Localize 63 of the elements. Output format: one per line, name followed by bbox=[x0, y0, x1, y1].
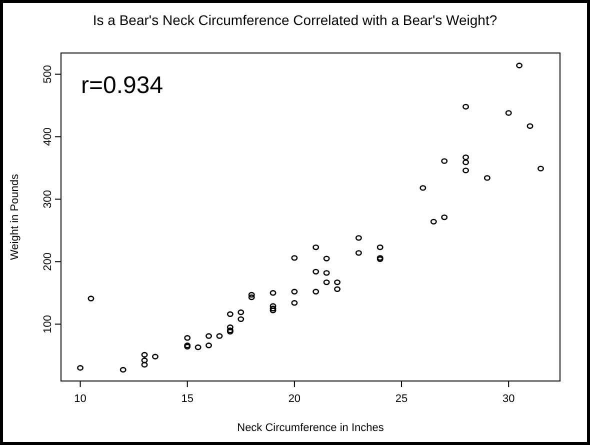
point bbox=[238, 309, 244, 316]
point bbox=[291, 300, 298, 306]
point bbox=[376, 244, 384, 250]
point bbox=[430, 218, 437, 225]
point bbox=[312, 288, 320, 295]
point bbox=[537, 166, 544, 172]
annotation: r=0.934 bbox=[81, 72, 164, 99]
point bbox=[312, 244, 320, 250]
y-tick-label: 500 bbox=[42, 65, 54, 84]
point bbox=[141, 352, 148, 358]
point bbox=[206, 333, 212, 339]
point bbox=[206, 342, 212, 348]
point bbox=[334, 286, 341, 292]
y-tick-label: 300 bbox=[42, 190, 54, 208]
x-tick-label: 10 bbox=[74, 393, 86, 405]
point bbox=[323, 270, 330, 276]
point bbox=[270, 306, 276, 312]
y-tick-label: 200 bbox=[42, 252, 54, 271]
point bbox=[441, 214, 448, 220]
y-tick-label: 400 bbox=[42, 128, 54, 146]
point bbox=[141, 362, 148, 368]
point bbox=[238, 316, 244, 322]
point bbox=[184, 335, 191, 341]
point bbox=[226, 324, 234, 330]
x-tick-label: 25 bbox=[395, 393, 408, 405]
x-tick-label: 30 bbox=[502, 393, 515, 405]
point bbox=[152, 354, 158, 360]
point bbox=[323, 279, 330, 286]
x-tick-label: 20 bbox=[288, 393, 301, 405]
point bbox=[120, 366, 126, 373]
point bbox=[291, 255, 298, 261]
point bbox=[248, 294, 255, 300]
point bbox=[270, 308, 276, 314]
x-tick-label: 15 bbox=[181, 393, 194, 405]
point bbox=[462, 154, 470, 160]
point bbox=[270, 290, 276, 296]
point bbox=[441, 158, 448, 164]
point bbox=[248, 292, 255, 298]
point bbox=[420, 185, 426, 191]
y-tick-label: 100 bbox=[42, 314, 54, 334]
point bbox=[216, 333, 223, 339]
point bbox=[270, 303, 276, 309]
point bbox=[516, 62, 523, 68]
point bbox=[505, 110, 512, 116]
point bbox=[323, 256, 330, 262]
point bbox=[462, 168, 470, 174]
point bbox=[526, 123, 534, 129]
point bbox=[355, 250, 362, 256]
y-axis-title: Weight in Pounds bbox=[9, 174, 21, 260]
point bbox=[291, 288, 298, 295]
point bbox=[334, 279, 341, 286]
point bbox=[462, 159, 470, 166]
point bbox=[462, 104, 470, 110]
point bbox=[77, 365, 84, 371]
chart-title: Is a Bear's Neck Circumference Correlated with a Bear's Weight? bbox=[92, 12, 498, 28]
point bbox=[226, 311, 234, 317]
point bbox=[312, 268, 320, 275]
x-axis-title: Neck Circumference in Inches bbox=[237, 422, 384, 434]
point bbox=[88, 296, 94, 302]
point bbox=[484, 175, 490, 181]
point bbox=[194, 344, 202, 350]
point bbox=[141, 358, 148, 364]
point bbox=[355, 235, 362, 241]
